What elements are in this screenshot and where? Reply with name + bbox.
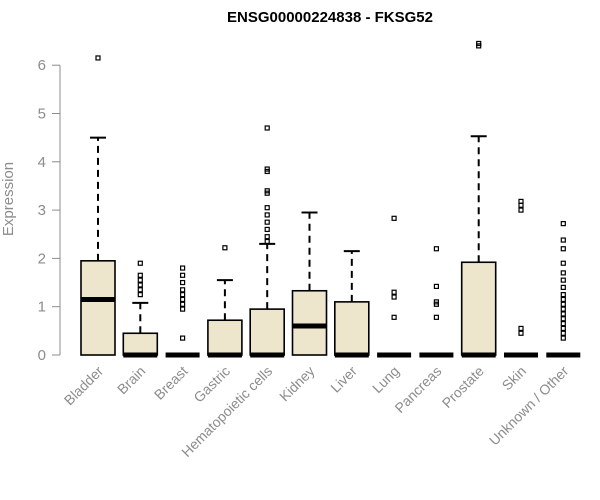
y-tick-label: 0	[38, 347, 46, 364]
y-tick-label: 4	[38, 154, 46, 171]
outlier-point	[518, 207, 524, 213]
outlier-point	[264, 219, 270, 225]
outlier-point	[264, 212, 270, 218]
outlier-point	[433, 299, 439, 305]
outlier-point	[560, 284, 566, 290]
box-rect	[333, 301, 370, 356]
outlier-point	[560, 321, 566, 327]
outlier-point	[518, 325, 524, 332]
x-tick-label: Lung	[369, 363, 402, 396]
outlier-point	[180, 265, 186, 271]
outlier-point	[137, 292, 143, 298]
outlier-point	[391, 289, 397, 295]
outlier-point	[560, 292, 566, 298]
x-tick-label: Breast	[151, 363, 191, 403]
box-group	[460, 40, 497, 358]
y-axis-label: Expression	[0, 162, 17, 236]
outlier-point	[560, 335, 566, 341]
outlier-point	[264, 234, 270, 240]
outlier-point	[391, 314, 397, 320]
x-tick-label: Pancreas	[391, 363, 444, 416]
outlier-point	[180, 272, 186, 278]
box-rect	[249, 308, 285, 356]
outlier-point	[433, 314, 439, 320]
outlier-point	[264, 188, 270, 194]
outlier-point	[560, 221, 566, 227]
outlier-point	[518, 198, 524, 205]
outlier-point	[433, 283, 439, 290]
x-tick-label: Prostate	[439, 363, 487, 411]
x-tick-label: Bladder	[61, 363, 107, 409]
box-rect	[122, 332, 159, 356]
x-tick-label: Kidney	[276, 363, 318, 405]
outlier-point	[560, 270, 566, 276]
outlier-point	[560, 330, 566, 336]
y-axis: 0 1 2 3 4 5 6	[38, 57, 61, 364]
outlier-point	[180, 301, 186, 307]
outlier-point	[137, 277, 143, 283]
y-tick-label: 1	[38, 299, 46, 316]
outlier-point	[137, 282, 143, 288]
box-group	[291, 211, 328, 356]
outlier-point	[518, 330, 524, 336]
outlier-point	[180, 287, 186, 293]
outlier-point	[391, 215, 397, 221]
box-group	[249, 125, 285, 358]
boxes-layer	[80, 40, 581, 358]
box-group	[207, 245, 243, 358]
outlier-point	[95, 55, 101, 61]
box-group	[504, 198, 538, 358]
outlier-point	[560, 306, 566, 312]
outlier-point	[264, 125, 270, 131]
outlier-point	[560, 316, 566, 322]
box-rect	[80, 260, 116, 356]
outlier-point	[180, 306, 186, 312]
y-tick-label: 6	[38, 57, 46, 74]
outlier-point	[180, 335, 186, 341]
outlier-point	[264, 205, 270, 211]
chart-title: ENSG00000224838 - FKSG52	[227, 9, 433, 26]
box-group	[80, 55, 116, 356]
outlier-point	[433, 246, 439, 252]
outlier-point	[476, 40, 482, 47]
y-tick-label: 3	[38, 202, 46, 219]
outlier-point	[264, 226, 270, 233]
outlier-point	[180, 296, 186, 303]
box-rect	[291, 289, 328, 356]
box-rect	[207, 319, 243, 356]
outlier-point	[560, 260, 566, 266]
outlier-point	[264, 166, 270, 172]
outlier-point	[137, 260, 143, 266]
y-tick-label: 2	[38, 250, 46, 267]
box-group	[419, 246, 454, 358]
outlier-point	[391, 294, 397, 300]
outlier-point	[137, 287, 143, 293]
x-tick-label: Unknown / Other	[486, 363, 572, 449]
outlier-point	[137, 272, 143, 278]
outlier-point	[560, 296, 566, 303]
outlier-point	[180, 292, 186, 298]
box-group	[122, 260, 159, 358]
outlier-point	[560, 301, 566, 307]
box-group	[377, 215, 412, 358]
outlier-point	[560, 237, 566, 243]
outlier-point	[560, 311, 566, 317]
outlier-point	[560, 325, 566, 332]
x-tick-label: Liver	[327, 363, 360, 396]
outlier-point	[180, 279, 186, 286]
outlier-point	[560, 246, 566, 252]
x-tick-label: Skin	[499, 363, 530, 394]
outlier-point	[560, 277, 566, 283]
outlier-point	[222, 245, 228, 251]
box-group	[165, 265, 200, 358]
y-tick-label: 5	[38, 106, 46, 123]
box-rect	[460, 261, 497, 356]
box-group	[546, 221, 581, 358]
box-group	[333, 250, 370, 358]
outlier-point	[264, 238, 270, 245]
x-tick-label: Brain	[114, 363, 148, 397]
